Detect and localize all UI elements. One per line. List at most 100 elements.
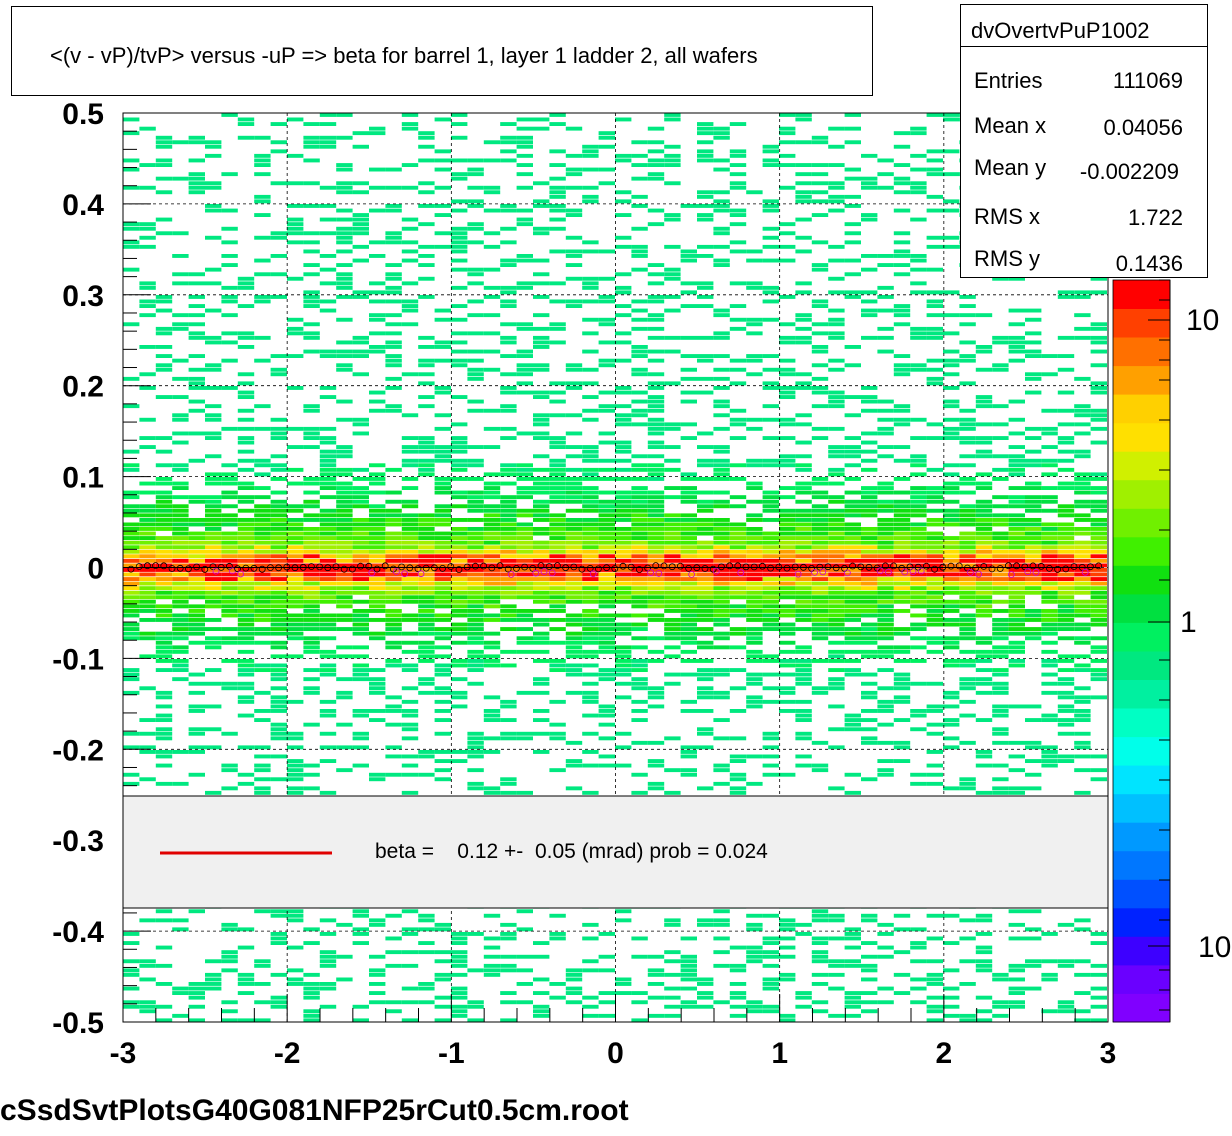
heatmap-cell bbox=[369, 772, 386, 777]
heatmap-cell bbox=[664, 672, 681, 677]
heatmap-cell bbox=[123, 968, 140, 973]
heatmap-cell bbox=[779, 140, 796, 145]
heatmap-cell bbox=[582, 331, 599, 336]
heatmap-cell bbox=[1074, 713, 1091, 718]
heatmap-cell bbox=[385, 663, 402, 668]
heatmap-cell bbox=[844, 640, 861, 645]
heatmap-cell bbox=[467, 577, 484, 581]
heatmap-cell bbox=[418, 572, 435, 577]
heatmap-cell bbox=[713, 536, 730, 540]
heatmap-cell bbox=[188, 376, 205, 381]
heatmap-cell bbox=[1074, 695, 1091, 700]
heatmap-cell bbox=[221, 586, 238, 591]
heatmap-cell bbox=[713, 572, 730, 577]
heatmap-cell bbox=[992, 777, 1009, 782]
heatmap-cell bbox=[1057, 622, 1075, 627]
heatmap-cell bbox=[139, 545, 156, 550]
heatmap-cell bbox=[910, 486, 927, 490]
heatmap-cell bbox=[303, 972, 320, 977]
heatmap-cell bbox=[680, 354, 697, 358]
heatmap-cell bbox=[664, 790, 681, 795]
heatmap-cell bbox=[713, 527, 730, 531]
heatmap-cell bbox=[385, 572, 402, 577]
heatmap-cell bbox=[270, 522, 287, 527]
heatmap-cell bbox=[828, 963, 845, 968]
heatmap-cell bbox=[1074, 754, 1091, 759]
heatmap-cell bbox=[565, 536, 583, 540]
heatmap-cell bbox=[1074, 699, 1091, 704]
heatmap-cell bbox=[155, 190, 173, 195]
heatmap-cell bbox=[1074, 376, 1091, 381]
heatmap-cell bbox=[893, 609, 911, 613]
heatmap-cell bbox=[910, 622, 927, 627]
heatmap-cell bbox=[664, 422, 681, 427]
heatmap-cell bbox=[910, 281, 927, 286]
heatmap-cell bbox=[254, 404, 271, 409]
heatmap-cell bbox=[1057, 613, 1075, 618]
heatmap-cell bbox=[369, 972, 386, 977]
heatmap-cell bbox=[1090, 695, 1107, 700]
heatmap-cell bbox=[893, 190, 911, 195]
heatmap-cell bbox=[385, 340, 402, 345]
heatmap-cell bbox=[549, 340, 566, 345]
heatmap-cell bbox=[795, 563, 812, 568]
heatmap-cell bbox=[1041, 613, 1058, 618]
heatmap-cell bbox=[1008, 531, 1025, 536]
heatmap-cell bbox=[172, 781, 189, 786]
heatmap-cell bbox=[975, 649, 993, 654]
heatmap-cell bbox=[549, 249, 566, 254]
heatmap-cell bbox=[697, 504, 714, 509]
heatmap-cell bbox=[1090, 527, 1107, 531]
heatmap-cell bbox=[451, 936, 468, 941]
heatmap-cell bbox=[1090, 558, 1107, 563]
heatmap-cell bbox=[237, 609, 255, 613]
heatmap-cell bbox=[451, 704, 468, 709]
heatmap-cell bbox=[500, 322, 517, 327]
heatmap-cell bbox=[631, 477, 648, 481]
heatmap-cell bbox=[959, 599, 976, 604]
heatmap-cell bbox=[877, 172, 894, 177]
heatmap-cell bbox=[697, 540, 714, 545]
heatmap-cell bbox=[516, 954, 533, 959]
heatmap-cell bbox=[369, 563, 386, 568]
heatmap-cell bbox=[451, 572, 468, 577]
heatmap-cell bbox=[385, 518, 402, 522]
heatmap-cell bbox=[270, 609, 287, 613]
heatmap-cell bbox=[319, 231, 337, 236]
heatmap-cell bbox=[729, 358, 747, 363]
histogram-plot: -0.5-0.4-0.3-0.2-0.100.10.20.30.40.5 -3-… bbox=[52, 98, 1231, 1070]
heatmap-cell bbox=[811, 768, 829, 773]
heatmap-cell bbox=[779, 549, 796, 554]
heatmap-cell bbox=[779, 640, 796, 645]
heatmap-cell bbox=[729, 422, 747, 427]
heatmap-cell bbox=[287, 504, 304, 509]
heatmap-cell bbox=[139, 599, 156, 604]
heatmap-cell bbox=[451, 267, 468, 272]
heatmap-cell bbox=[598, 322, 615, 327]
heatmap-cell bbox=[828, 499, 845, 504]
heatmap-cell bbox=[336, 495, 353, 500]
heatmap-cell bbox=[418, 254, 435, 258]
heatmap-cell bbox=[729, 668, 747, 672]
heatmap-cell bbox=[434, 613, 451, 618]
heatmap-cell bbox=[287, 945, 304, 950]
heatmap-cell bbox=[434, 645, 451, 650]
heatmap-cell bbox=[123, 690, 140, 695]
heatmap-cell bbox=[1008, 472, 1025, 477]
heatmap-cell bbox=[287, 331, 304, 336]
heatmap-cell bbox=[221, 627, 238, 631]
heatmap-cell bbox=[1025, 986, 1042, 991]
heatmap-cell bbox=[598, 713, 615, 718]
heatmap-cell bbox=[828, 358, 845, 363]
heatmap-cell bbox=[270, 181, 287, 186]
heatmap-cell bbox=[795, 422, 812, 427]
heatmap-cell bbox=[992, 545, 1009, 550]
heatmap-cell bbox=[697, 527, 714, 531]
heatmap-cell bbox=[565, 991, 583, 995]
heatmap-cell bbox=[352, 1004, 369, 1009]
heatmap-cell bbox=[237, 577, 255, 581]
heatmap-cell bbox=[877, 431, 894, 436]
heatmap-cell bbox=[631, 508, 648, 513]
heatmap-cell bbox=[1008, 545, 1025, 550]
heatmap-cell bbox=[418, 144, 435, 149]
